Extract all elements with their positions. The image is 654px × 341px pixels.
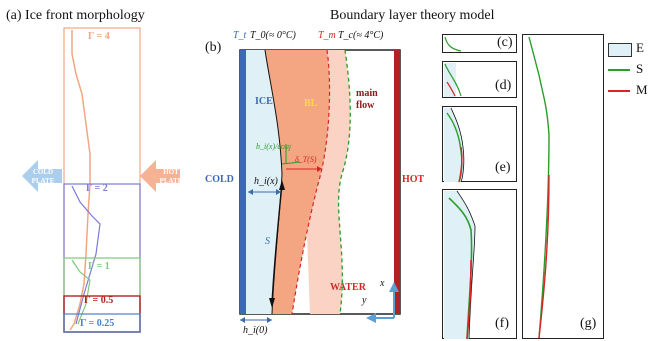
panel-d-label: (d) — [495, 78, 512, 93]
tt-label: T_t — [233, 30, 247, 41]
panel-f-label: (f) — [495, 316, 509, 331]
panel-d — [442, 61, 517, 98]
gamma-2-label: Γ = 2 — [86, 183, 108, 194]
panel-b-title: Boundary layer theory model — [330, 8, 495, 23]
gamma-0-25-box — [63, 313, 141, 333]
hi-x-label: h_i(x) — [254, 176, 278, 187]
panel-g — [522, 34, 604, 339]
legend-swatch-e — [608, 43, 632, 57]
legend-label-m: M — [636, 82, 648, 97]
legend-line-s — [608, 69, 630, 71]
s-label: S — [265, 236, 270, 247]
main-flow-label: main flow — [356, 88, 378, 111]
legend-label-s: S — [636, 61, 644, 76]
gamma-1-label: Γ = 1 — [88, 261, 110, 272]
panel-c-label: (c) — [497, 35, 513, 50]
gamma-4-label: Γ = 4 — [88, 31, 110, 42]
bl-label: BL — [304, 98, 318, 109]
x-axis-label: x — [380, 278, 385, 289]
panel-e-label: (e) — [495, 160, 511, 175]
gamma-0-25-label: Γ = 0.25 — [80, 318, 115, 329]
delta-s-label: δ_T(S) — [295, 155, 317, 164]
gamma-1-profile — [71, 259, 91, 325]
cold-plate-arrow — [22, 160, 62, 192]
boundary-layer-diagram — [239, 49, 401, 323]
cold-plate-label: COLD PLATE — [31, 168, 55, 185]
panel-a-title: (a) Ice front morphology — [6, 8, 145, 23]
y-axis-label: y — [362, 295, 367, 306]
gamma-0-5-label: Γ = 0.5 — [84, 295, 114, 306]
hot-plate-label: HOT PLATE — [159, 168, 183, 185]
hot-plate-arrow — [140, 160, 180, 192]
panel-e — [442, 106, 517, 183]
legend-line-m — [608, 90, 630, 92]
hi0-label: h_i(0) — [243, 325, 268, 336]
panel-f — [442, 189, 517, 340]
t0-label: T_0(≈ 0°C) — [250, 30, 296, 41]
hi-cos-label: h_i(x)/cosγ — [256, 142, 292, 151]
hot-label: HOT — [402, 174, 425, 185]
legend-label-e: E — [636, 40, 644, 55]
tc-label: T_c(≈ 4°C) — [338, 30, 384, 41]
ice-morphology-figure — [22, 27, 180, 333]
water-label: WATER — [330, 282, 366, 293]
cold-label: COLD — [205, 174, 234, 185]
tm-label: T_m — [318, 30, 336, 41]
panel-c — [442, 34, 517, 53]
ice-label: ICE — [255, 96, 273, 107]
panel-g-label: (g) — [580, 316, 597, 331]
panel-b-label: (b) — [205, 40, 222, 55]
gamma-2-profile — [71, 185, 101, 325]
legend: E S M — [606, 40, 652, 110]
